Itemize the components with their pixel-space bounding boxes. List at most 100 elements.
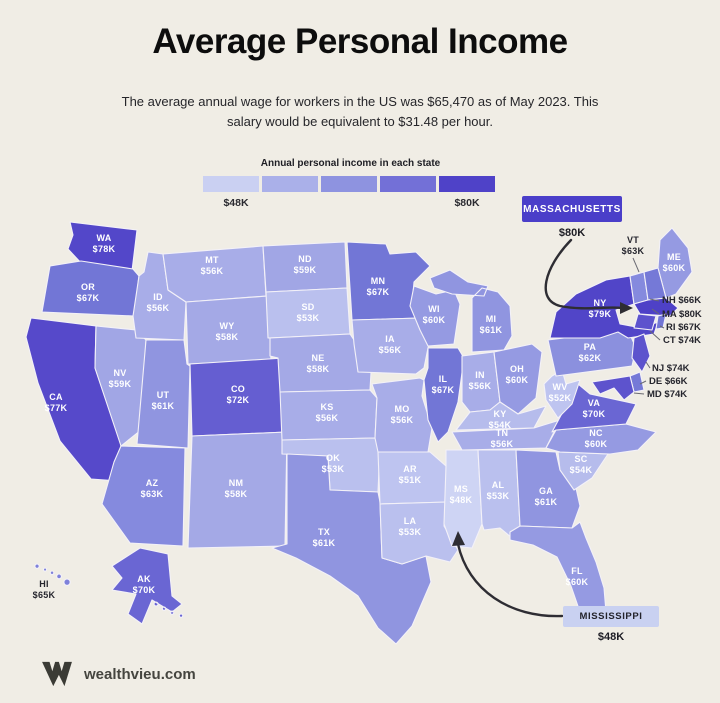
page-subtitle: The average annual wage for workers in t… bbox=[121, 94, 599, 130]
page-title: Average Personal Income bbox=[152, 22, 568, 61]
connector-line-5 bbox=[639, 380, 647, 385]
state-label-ny: NY $79K bbox=[589, 298, 612, 319]
state-label-va: VA $70K bbox=[583, 398, 606, 419]
state-labels-layer: WA $78K OR $67K CA $77K NV $59K ID $56K MT $56K WY $5… bbox=[33, 233, 686, 600]
legend-swatch-1 bbox=[203, 176, 259, 192]
state-label-ca: CA $77K bbox=[45, 392, 68, 413]
state-md bbox=[591, 375, 635, 401]
connector-line-6 bbox=[633, 392, 645, 395]
side-labels-layer: NH $66K MA $80K RI $67K CT $74K NJ $74K DE $6… bbox=[647, 295, 702, 400]
legend-swatches bbox=[203, 176, 498, 192]
state-label-vt: VT $63K bbox=[622, 235, 645, 256]
state-label-ok: OK $53K bbox=[322, 453, 345, 474]
state-label-ky: KY $54K bbox=[489, 409, 512, 430]
state-label-fl: FL $60K bbox=[566, 566, 589, 587]
state-label-ia: IA $56K bbox=[379, 334, 402, 355]
massachusetts-callout-value: $80K bbox=[558, 227, 586, 239]
massachusetts-callout: MASSACHUSETTS bbox=[522, 196, 622, 222]
state-me bbox=[657, 227, 693, 299]
legend-swatch-5 bbox=[439, 176, 495, 192]
state-ct bbox=[633, 313, 657, 331]
connector-line-4 bbox=[645, 361, 651, 369]
state-label-mi: MI $61K bbox=[480, 314, 503, 335]
state-label-mo: MO $56K bbox=[391, 404, 414, 425]
wealthvieu-logo bbox=[42, 661, 72, 687]
legend-swatch-2 bbox=[262, 176, 318, 192]
color-legend: Annual personal income in each state bbox=[203, 158, 498, 192]
state-label-nc: NC $60K bbox=[585, 428, 608, 449]
legend-swatch-3 bbox=[321, 176, 377, 192]
state-label-ks: KS $56K bbox=[316, 402, 339, 423]
connector-line-2 bbox=[659, 325, 665, 329]
state-label-tx: TX $61K bbox=[313, 527, 336, 548]
connector-line-7 bbox=[632, 257, 640, 273]
side-label-de: DE $66K bbox=[649, 376, 688, 387]
side-label-ct: CT $74K bbox=[663, 335, 701, 346]
state-label-wi: WI $60K bbox=[423, 304, 446, 325]
state-label-ne: NE $58K bbox=[307, 353, 330, 374]
state-wi bbox=[409, 285, 461, 347]
mississippi-arrow bbox=[456, 542, 564, 618]
states-layer bbox=[25, 221, 693, 645]
state-ky bbox=[455, 401, 547, 431]
state-label-ak: AK $70K bbox=[133, 574, 156, 595]
state-az bbox=[101, 445, 186, 547]
state-label-hi: HI $65K bbox=[33, 579, 56, 600]
connector-line-1 bbox=[651, 308, 660, 315]
state-ak bbox=[111, 547, 184, 625]
connector-lines-layer bbox=[632, 257, 665, 395]
state-label-id: ID $56K bbox=[147, 292, 170, 313]
state-label-al: AL $53K bbox=[487, 480, 510, 501]
state-label-ga: GA $61K bbox=[535, 486, 558, 507]
footer-site-link[interactable]: wealthvieu.com bbox=[84, 665, 196, 683]
connector-line-0 bbox=[649, 298, 660, 302]
state-label-wy: WY $58K bbox=[216, 321, 239, 342]
footer: wealthvieu.com bbox=[40, 660, 196, 688]
state-label-me: ME $60K bbox=[663, 252, 686, 273]
state-label-in: IN $56K bbox=[469, 370, 492, 391]
state-label-wv: WV $52K bbox=[549, 382, 572, 403]
state-label-oh: OH $60K bbox=[506, 364, 529, 385]
state-label-la: LA $53K bbox=[399, 516, 422, 537]
state-label-ar: AR $51K bbox=[399, 464, 422, 485]
side-label-nh: NH $66K bbox=[662, 295, 701, 306]
state-label-ut: UT $61K bbox=[152, 390, 175, 411]
mississippi-callout-value: $48K bbox=[597, 631, 625, 643]
state-label-tn: TN $56K bbox=[491, 428, 514, 449]
state-mn bbox=[346, 241, 431, 321]
state-label-il: IL $67K bbox=[432, 374, 455, 395]
massachusetts-arrow bbox=[544, 238, 624, 310]
mississippi-callout: MISSISSIPPI bbox=[563, 606, 659, 627]
state-label-co: CO $72K bbox=[227, 384, 250, 405]
state-nj bbox=[631, 333, 651, 373]
state-tn bbox=[451, 419, 561, 451]
mississippi-arrowhead bbox=[452, 531, 465, 546]
state-tx bbox=[271, 453, 432, 645]
connector-line-3 bbox=[649, 330, 661, 341]
state-label-nm: NM $58K bbox=[225, 478, 248, 499]
legend-swatch-4 bbox=[380, 176, 436, 192]
legend-max-label: $80K bbox=[454, 197, 480, 209]
state-mi bbox=[429, 269, 513, 353]
state-label-sc: SC $54K bbox=[570, 454, 593, 475]
state-hi bbox=[34, 563, 71, 586]
state-label-nd: ND $59K bbox=[294, 254, 317, 275]
state-mo bbox=[371, 377, 433, 453]
massachusetts-arrowhead bbox=[620, 302, 633, 314]
side-label-nj: NJ $74K bbox=[652, 363, 690, 374]
state-label-ms: MS $48K bbox=[450, 484, 473, 505]
legend-title: Annual personal income in each state bbox=[260, 158, 441, 169]
state-label-wa: WA $78K bbox=[93, 233, 116, 254]
state-label-nv: NV $59K bbox=[109, 368, 132, 389]
state-il bbox=[423, 347, 465, 443]
side-label-ri: RI $67K bbox=[666, 322, 701, 333]
state-label-mn: MN $67K bbox=[367, 276, 390, 297]
state-label-az: AZ $63K bbox=[141, 478, 164, 499]
side-label-md: MD $74K bbox=[647, 389, 687, 400]
side-label-ma: MA $80K bbox=[662, 309, 702, 320]
state-label-pa: PA $62K bbox=[579, 342, 602, 363]
legend-min-label: $48K bbox=[223, 197, 249, 209]
state-label-sd: SD $53K bbox=[297, 302, 320, 323]
